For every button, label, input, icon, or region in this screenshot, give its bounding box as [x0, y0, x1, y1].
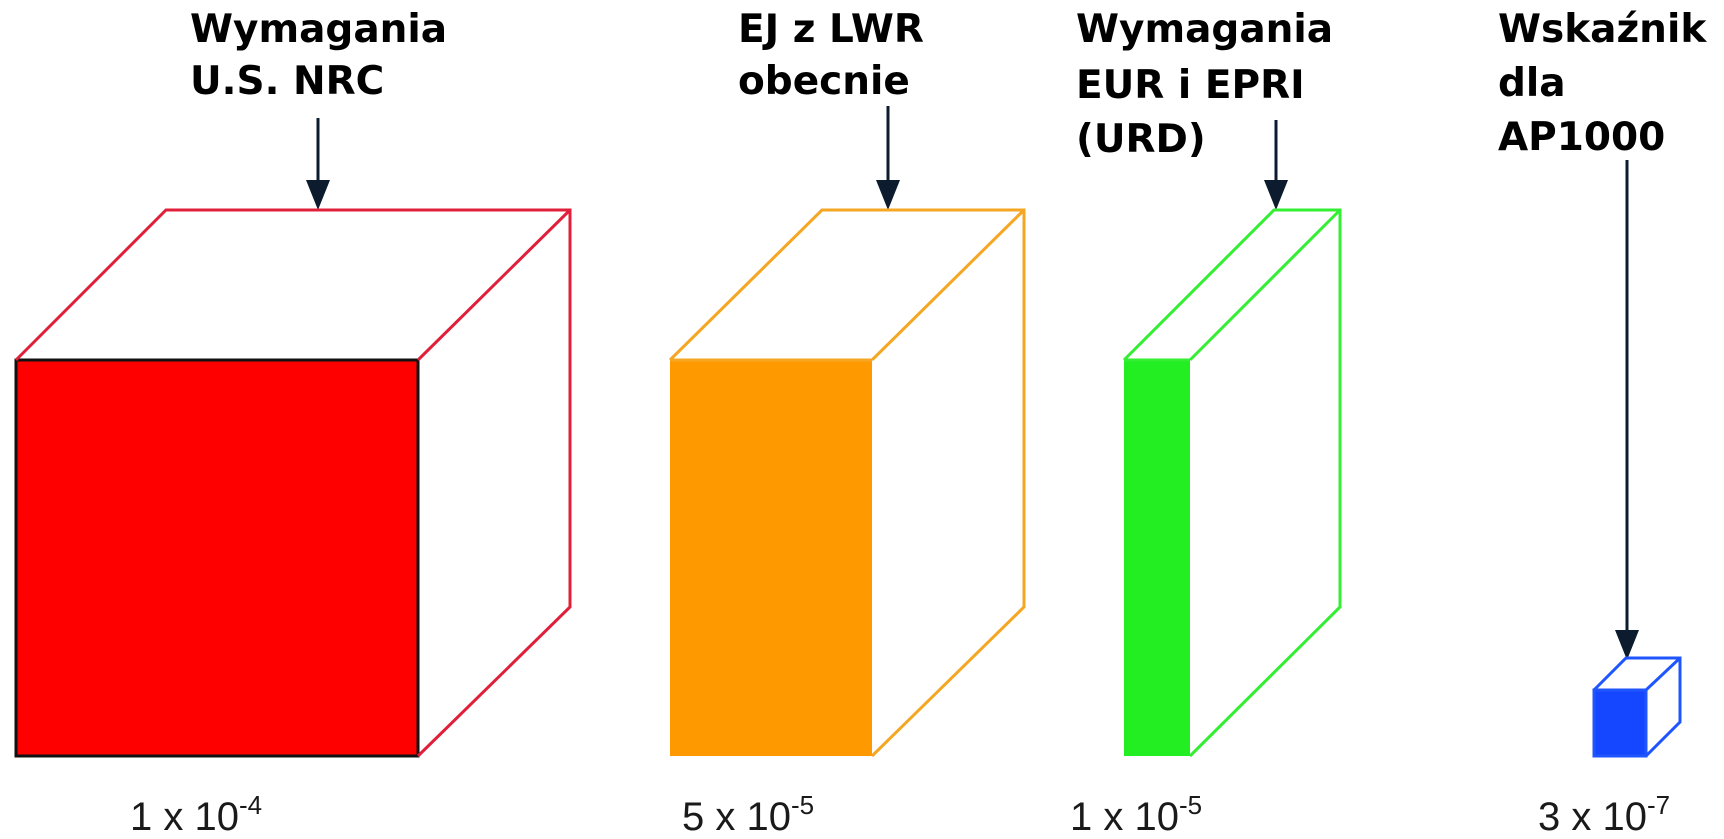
- cube-top-front-edge: [416, 208, 572, 362]
- item-value: 3 x 10-7: [1538, 790, 1670, 839]
- small-cube-icon: [1592, 656, 1682, 758]
- value-exponent: -5: [1179, 790, 1202, 820]
- cube-front-face: [14, 358, 420, 758]
- label-line: Wskaźnik: [1498, 7, 1707, 52]
- item-lwr-current: EJ z LWR obecnie 5 x 10-5: [668, 7, 1026, 839]
- cube-icon: [14, 208, 572, 758]
- item-eur-epri: Wymagania EUR i EPRI (URD) 1 x 10-5: [1070, 7, 1347, 839]
- arrow-icon: [876, 106, 900, 210]
- item-label: Wymagania EUR i EPRI (URD): [1076, 7, 1347, 162]
- arrow-icon: [1264, 120, 1288, 210]
- label-line: Wymagania: [190, 7, 447, 52]
- value-mantissa: 5 x 10: [682, 795, 791, 839]
- item-value: 5 x 10-5: [682, 790, 814, 839]
- slab-icon: [668, 208, 1026, 758]
- small-cube-front-face: [1592, 688, 1648, 758]
- thin-slab-top-front-edge: [1188, 208, 1342, 362]
- value-mantissa: 3 x 10: [1538, 795, 1647, 839]
- value-exponent: -5: [791, 790, 814, 820]
- label-line: EUR i EPRI: [1076, 63, 1305, 108]
- item-ap1000: Wskaźnik dla AP1000 3 x 10-7: [1498, 7, 1720, 839]
- arrow-icon: [1615, 160, 1639, 660]
- label-line: EJ z LWR: [738, 7, 924, 52]
- value-mantissa: 1 x 10: [1070, 795, 1179, 839]
- item-value: 1 x 10-4: [130, 790, 262, 839]
- arrow-icon: [306, 118, 330, 210]
- value-mantissa: 1 x 10: [130, 795, 239, 839]
- label-line: (URD): [1076, 117, 1206, 162]
- value-exponent: -7: [1647, 790, 1670, 820]
- label-line: AP1000: [1498, 115, 1665, 160]
- label-line: Wymagania: [1076, 7, 1333, 52]
- label-line: U.S. NRC: [190, 59, 384, 104]
- item-label: Wskaźnik dla AP1000: [1498, 7, 1720, 160]
- thin-slab-icon: [1122, 208, 1342, 758]
- label-line: obecnie: [738, 59, 910, 104]
- thin-slab-front-face: [1124, 360, 1190, 756]
- value-exponent: -4: [239, 790, 262, 820]
- item-us-nrc: Wymagania U.S. NRC 1 x 10-4: [14, 7, 572, 839]
- slab-top-front-edge: [870, 208, 1026, 362]
- item-value: 1 x 10-5: [1070, 790, 1202, 839]
- slab-front-face: [670, 360, 872, 756]
- small-cube-top-front-edge: [1644, 656, 1682, 692]
- item-label: EJ z LWR obecnie: [738, 7, 937, 104]
- item-label: Wymagania U.S. NRC: [190, 7, 461, 104]
- label-line: dla: [1498, 61, 1566, 106]
